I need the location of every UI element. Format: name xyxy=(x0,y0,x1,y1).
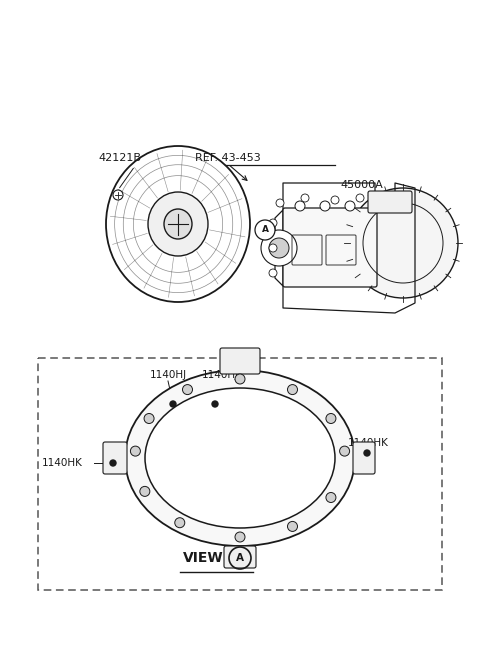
Circle shape xyxy=(288,384,298,394)
Circle shape xyxy=(288,522,298,531)
Text: 1140HJ: 1140HJ xyxy=(149,370,187,380)
Circle shape xyxy=(175,518,185,527)
Text: 1140HK: 1140HK xyxy=(348,438,389,448)
Circle shape xyxy=(170,401,176,407)
Circle shape xyxy=(326,493,336,502)
Text: REF. 43-453: REF. 43-453 xyxy=(195,153,261,163)
FancyBboxPatch shape xyxy=(220,348,260,374)
Ellipse shape xyxy=(164,209,192,239)
FancyBboxPatch shape xyxy=(224,546,256,568)
Circle shape xyxy=(144,413,154,424)
Circle shape xyxy=(320,201,330,211)
Circle shape xyxy=(255,220,275,240)
Circle shape xyxy=(295,201,305,211)
Circle shape xyxy=(364,450,370,456)
Circle shape xyxy=(356,194,364,202)
Ellipse shape xyxy=(145,388,335,528)
Text: 42121B: 42121B xyxy=(98,153,142,163)
Circle shape xyxy=(261,230,297,266)
Circle shape xyxy=(301,194,309,202)
Ellipse shape xyxy=(148,192,208,256)
Circle shape xyxy=(131,446,140,456)
Circle shape xyxy=(269,219,277,227)
FancyBboxPatch shape xyxy=(368,191,412,213)
Text: VIEW: VIEW xyxy=(183,551,224,565)
Circle shape xyxy=(276,199,284,207)
FancyBboxPatch shape xyxy=(103,442,127,474)
Circle shape xyxy=(326,413,336,424)
Circle shape xyxy=(345,201,355,211)
Circle shape xyxy=(340,446,349,456)
Text: 45000A: 45000A xyxy=(340,180,383,190)
FancyBboxPatch shape xyxy=(283,208,377,287)
Ellipse shape xyxy=(125,370,355,546)
Text: 1140HJ: 1140HJ xyxy=(202,370,239,380)
Text: A: A xyxy=(236,553,244,563)
Circle shape xyxy=(348,188,458,298)
Circle shape xyxy=(269,238,289,258)
Circle shape xyxy=(110,460,116,466)
Text: A: A xyxy=(262,226,268,234)
Circle shape xyxy=(269,269,277,277)
Circle shape xyxy=(331,196,339,204)
Text: 1140HK: 1140HK xyxy=(42,458,83,468)
Circle shape xyxy=(235,374,245,384)
Circle shape xyxy=(235,532,245,542)
FancyBboxPatch shape xyxy=(353,442,375,474)
Circle shape xyxy=(140,486,150,497)
Circle shape xyxy=(113,190,123,200)
Circle shape xyxy=(182,384,192,394)
Circle shape xyxy=(269,244,277,252)
Circle shape xyxy=(212,401,218,407)
